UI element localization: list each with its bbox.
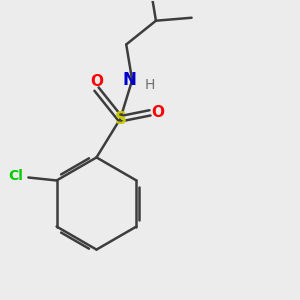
Text: O: O <box>90 74 103 89</box>
Text: S: S <box>114 110 126 128</box>
Text: Cl: Cl <box>8 169 23 183</box>
Text: H: H <box>145 78 155 92</box>
Text: N: N <box>122 71 136 89</box>
Text: O: O <box>151 105 164 120</box>
